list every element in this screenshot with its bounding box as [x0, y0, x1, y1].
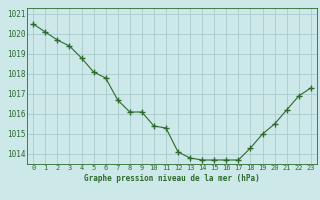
X-axis label: Graphe pression niveau de la mer (hPa): Graphe pression niveau de la mer (hPa): [84, 174, 260, 183]
